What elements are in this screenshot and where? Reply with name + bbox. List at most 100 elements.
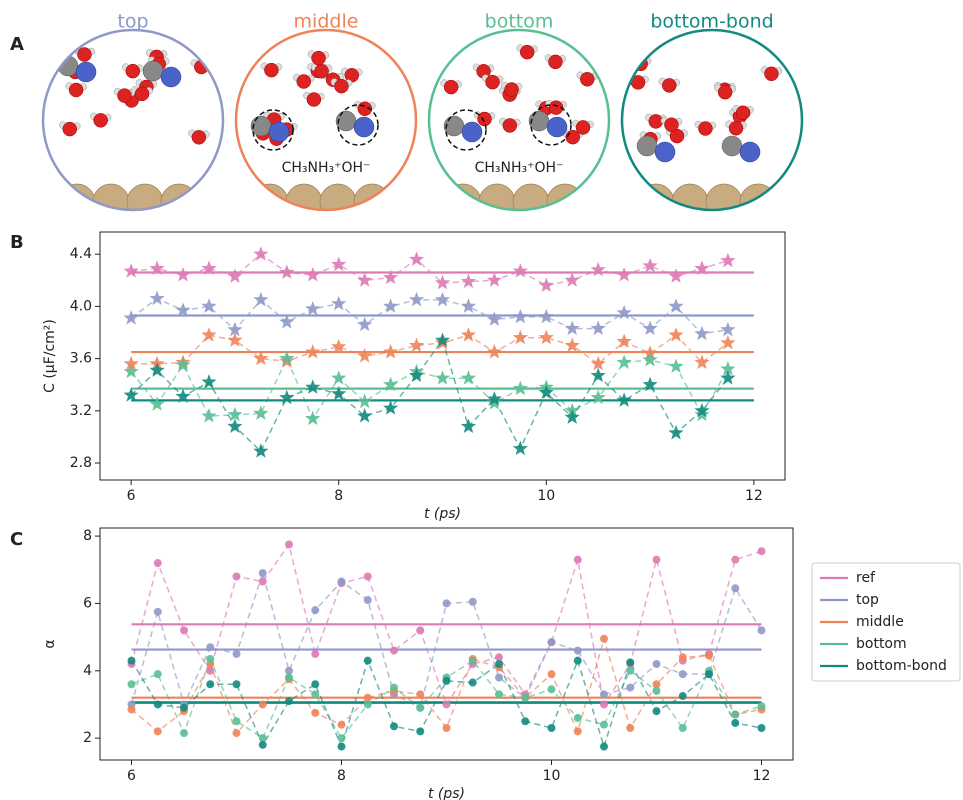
dot-marker xyxy=(731,711,739,719)
oxygen xyxy=(736,106,750,120)
star-marker xyxy=(331,257,346,271)
oxygen xyxy=(117,89,131,103)
oxygen xyxy=(503,118,517,132)
oxygen xyxy=(444,80,458,94)
star-marker xyxy=(720,370,735,384)
carbon xyxy=(637,136,657,156)
dot-marker xyxy=(653,556,661,564)
star-marker xyxy=(435,292,450,306)
panel-label: A xyxy=(10,34,24,55)
dot-marker xyxy=(233,717,241,725)
oxygen xyxy=(664,118,678,132)
oxygen xyxy=(478,112,492,126)
dot-marker xyxy=(600,690,608,698)
star-marker xyxy=(668,268,683,282)
dot-marker xyxy=(653,660,661,668)
star-marker xyxy=(642,258,657,272)
dot-marker xyxy=(180,729,188,737)
y-tick-label: 6 xyxy=(83,595,92,611)
dot-marker xyxy=(626,684,634,692)
star-marker xyxy=(539,278,554,292)
oxygen xyxy=(77,48,91,62)
gold-atom xyxy=(195,184,231,220)
star-marker xyxy=(668,298,683,312)
dot-marker xyxy=(758,626,766,634)
dot-marker xyxy=(495,660,503,668)
dot-marker xyxy=(338,743,346,751)
gold-atom xyxy=(411,184,447,220)
nitrogen xyxy=(161,67,181,87)
star-marker xyxy=(617,355,632,369)
dot-marker xyxy=(548,724,556,732)
oxygen xyxy=(307,93,321,107)
dot-marker xyxy=(574,714,582,722)
oxygen xyxy=(486,75,500,89)
star-marker xyxy=(357,408,372,422)
oxygen xyxy=(698,122,712,136)
series-line xyxy=(131,254,728,285)
star-marker xyxy=(617,392,632,406)
axes-frame xyxy=(100,232,785,480)
dot-marker xyxy=(338,578,346,586)
star-marker xyxy=(617,305,632,319)
dot-marker xyxy=(705,652,713,660)
dot-marker xyxy=(233,729,241,737)
page: {"figure_panel": {"label": "A", "views":… xyxy=(0,0,963,800)
star-marker xyxy=(331,370,346,384)
dot-marker xyxy=(469,598,477,606)
dot-marker xyxy=(259,569,267,577)
star-marker xyxy=(487,272,502,286)
dot-marker xyxy=(416,626,424,634)
dot-marker xyxy=(600,635,608,643)
dot-marker xyxy=(285,540,293,548)
legend-label: bottom xyxy=(856,636,907,652)
x-axis-label: t (ps) xyxy=(428,786,465,800)
dot-marker xyxy=(180,704,188,712)
gold-atom xyxy=(320,184,356,220)
dot-marker xyxy=(128,680,136,688)
star-marker xyxy=(331,296,346,310)
star-marker xyxy=(461,274,476,288)
dot-marker xyxy=(390,722,398,730)
oxygen xyxy=(264,63,278,77)
oxygen xyxy=(69,83,83,97)
oxygen xyxy=(312,51,326,65)
annotation: CH₃NH₃⁺OH⁻ xyxy=(475,160,564,176)
y-tick-label: 4.4 xyxy=(70,246,92,262)
oxygen xyxy=(135,87,149,101)
oxygen xyxy=(126,64,140,78)
star-marker xyxy=(357,272,372,286)
gold-atom xyxy=(218,184,254,220)
dot-marker xyxy=(154,608,162,616)
oxygen xyxy=(764,67,778,81)
star-marker xyxy=(201,408,216,422)
dot-marker xyxy=(758,702,766,710)
dot-marker xyxy=(443,700,451,708)
dot-marker xyxy=(574,647,582,655)
legend-label: ref xyxy=(856,570,876,586)
oxygen xyxy=(297,75,311,89)
legend-label: bottom-bond xyxy=(856,658,947,674)
star-marker xyxy=(591,390,606,404)
dot-marker xyxy=(311,650,319,658)
star-marker xyxy=(124,263,139,277)
star-marker xyxy=(461,327,476,341)
gold-atom xyxy=(581,184,617,220)
dot-marker xyxy=(311,606,319,614)
star-marker xyxy=(487,344,502,358)
oxygen xyxy=(520,45,534,59)
star-marker xyxy=(409,292,424,306)
oxygen xyxy=(729,121,743,135)
nitrogen xyxy=(740,142,760,162)
dot-marker xyxy=(233,680,241,688)
dot-marker xyxy=(469,657,477,665)
star-marker xyxy=(461,370,476,384)
oxygen xyxy=(315,64,329,78)
dot-marker xyxy=(285,674,293,682)
dot-marker xyxy=(416,704,424,712)
gold-atom xyxy=(388,184,424,220)
dot-marker xyxy=(731,584,739,592)
dot-marker xyxy=(206,643,214,651)
dot-marker xyxy=(443,724,451,732)
figure: A topmiddleCH₃NH₃⁺OH⁻bottomCH₃NH₃⁺OH⁻bot… xyxy=(0,0,963,800)
